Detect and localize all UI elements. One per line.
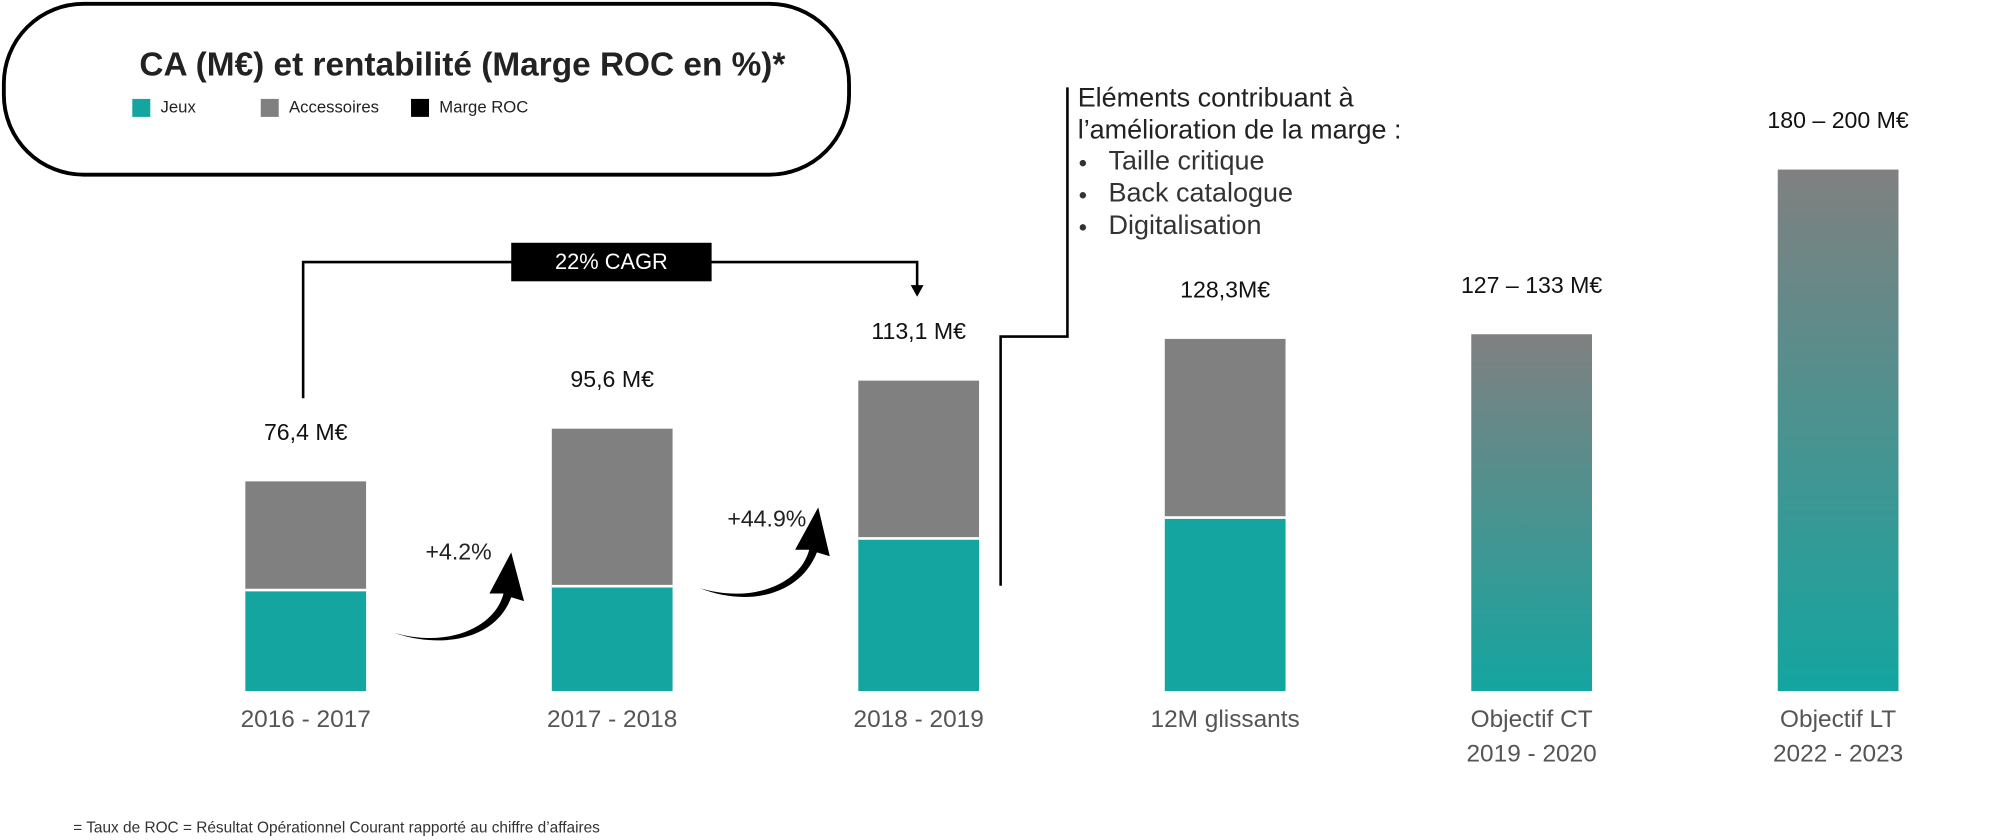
growth-arrow bbox=[391, 552, 525, 641]
total-label: 128,3M€ bbox=[1180, 276, 1270, 302]
total-label: 127 – 133 M€ bbox=[1461, 272, 1602, 298]
chart-title: CA (M€) et rentabilité (Marge ROC en %)* bbox=[139, 47, 785, 84]
total-label: 95,6 M€ bbox=[570, 366, 654, 392]
target-bar bbox=[1471, 334, 1593, 692]
title-box bbox=[1, 1, 851, 177]
legend-label: Marge ROC bbox=[439, 97, 528, 116]
cagr-box bbox=[511, 242, 712, 282]
bar-segment bbox=[858, 538, 980, 692]
cagr-label: 22% CAGR bbox=[555, 249, 668, 274]
note-item: Back catalogue bbox=[1108, 178, 1293, 209]
bar-segment bbox=[245, 481, 367, 591]
bar-segment bbox=[551, 586, 673, 692]
notes-bracket bbox=[999, 87, 1069, 586]
target-bar bbox=[1777, 169, 1899, 692]
total-label: 180 – 200 M€ bbox=[1767, 107, 1908, 133]
footnote: = Taux de ROC = Résultat Opérationnel Co… bbox=[73, 820, 600, 837]
bar-segment bbox=[858, 380, 980, 539]
total-label: 76,4 M€ bbox=[264, 419, 348, 445]
legend-label: Accessoires bbox=[289, 97, 379, 116]
cagr-arrowhead bbox=[910, 285, 924, 297]
x-tick-label: 12M glissants bbox=[1150, 706, 1300, 734]
legend-swatch bbox=[411, 98, 430, 117]
x-tick-label: 2017 - 2018 bbox=[547, 706, 678, 734]
bullet bbox=[1079, 224, 1087, 231]
growth-label: +4.2% bbox=[425, 539, 491, 565]
growth-arrow bbox=[700, 507, 830, 597]
total-label: 113,1 M€ bbox=[871, 318, 966, 344]
x-tick-label: Objectif CT 2019 - 2020 bbox=[1466, 706, 1597, 769]
legend-swatch bbox=[260, 98, 279, 117]
note-item: Taille critique bbox=[1108, 146, 1265, 176]
x-tick-label: Objectif LT 2022 - 2023 bbox=[1772, 706, 1904, 769]
bullet bbox=[1079, 192, 1087, 199]
legend-label: Jeux bbox=[161, 97, 197, 116]
note-item: Digitalisation bbox=[1108, 210, 1262, 241]
bar-segment bbox=[245, 590, 367, 692]
bar-segment bbox=[1164, 517, 1286, 692]
notes-title: Eléments contribuant à l’amélioration de… bbox=[1077, 83, 1402, 146]
legend-swatch bbox=[132, 98, 151, 117]
x-tick-label: 2018 - 2019 bbox=[853, 706, 984, 734]
bar-segment bbox=[551, 428, 673, 587]
growth-label: +44.9% bbox=[727, 505, 806, 531]
bar-segment bbox=[1164, 338, 1286, 518]
x-tick-label: 2016 - 2017 bbox=[240, 706, 371, 734]
bullet bbox=[1079, 159, 1087, 167]
